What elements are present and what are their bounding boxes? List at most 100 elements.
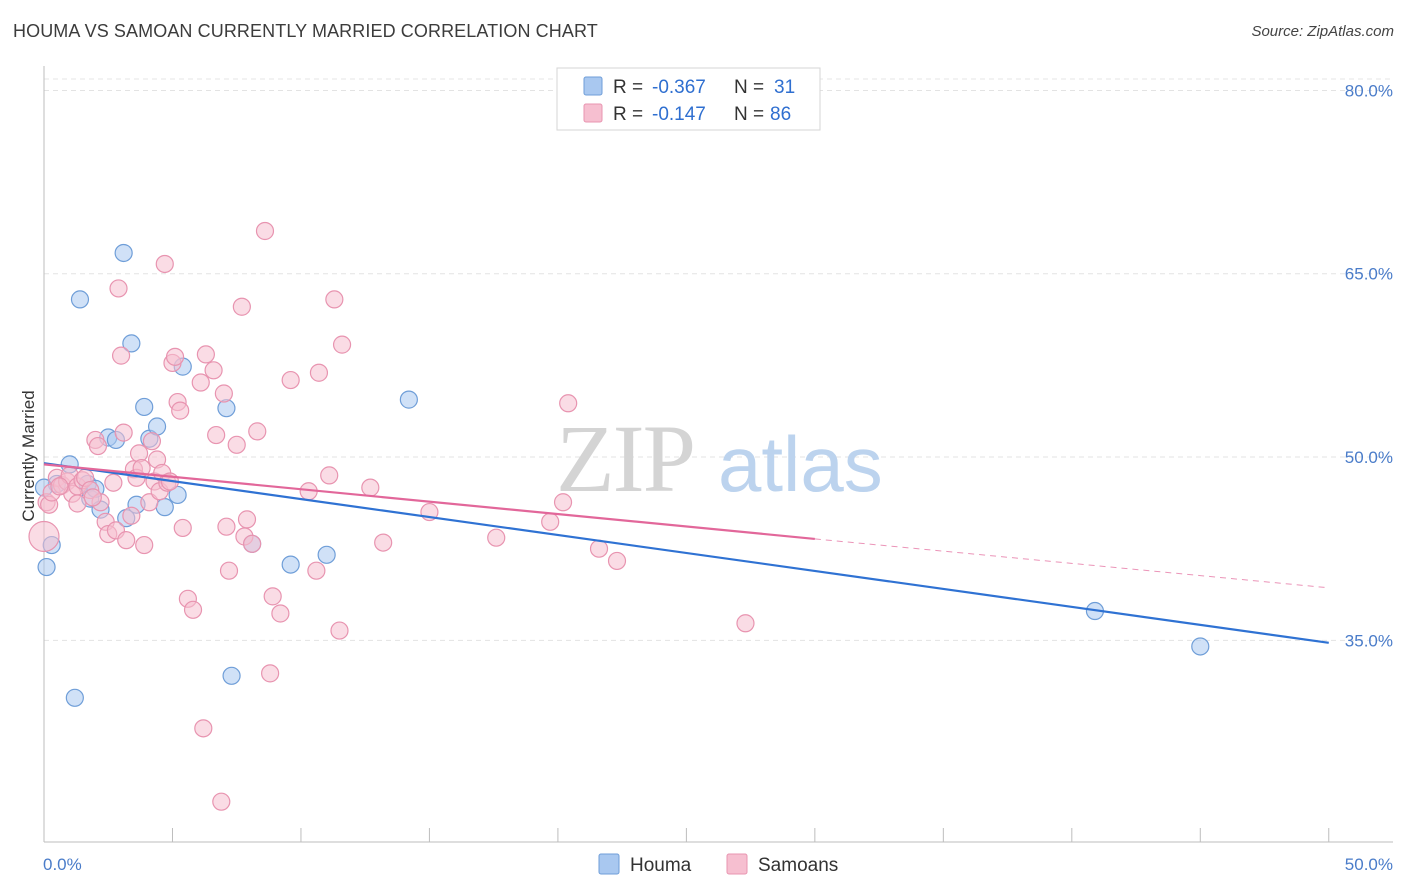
houma-point xyxy=(65,688,84,707)
samoans-point xyxy=(553,493,573,512)
legend-houma-n-value: 31 xyxy=(774,77,795,98)
samoans-point xyxy=(207,425,226,445)
grid-lines xyxy=(44,78,1393,641)
houma-point xyxy=(135,397,154,417)
houma-point xyxy=(37,557,56,577)
samoans-point xyxy=(237,510,257,529)
samoans-point xyxy=(248,422,267,441)
samoans-point xyxy=(487,528,506,547)
samoans-point xyxy=(255,221,275,241)
y-tick-label-65: 65.0% xyxy=(1345,265,1393,284)
samoans-point xyxy=(171,401,190,420)
legend-samoans-n-label: N = xyxy=(734,104,764,125)
samoans-point xyxy=(320,466,339,485)
samoans-point xyxy=(541,512,560,531)
samoans-point xyxy=(219,561,239,580)
chart-title: HOUMA VS SAMOAN CURRENTLY MARRIED CORREL… xyxy=(13,21,598,41)
samoans-point xyxy=(589,539,609,558)
samoans-point xyxy=(117,531,136,550)
legend-houma-n-label: N = xyxy=(734,77,764,98)
samoans-point xyxy=(196,345,215,364)
houma-point xyxy=(1191,637,1210,656)
samoan-points xyxy=(28,221,755,811)
samoans-point xyxy=(122,506,141,525)
bottom-legend-houma-swatch xyxy=(598,853,620,875)
samoans-point xyxy=(194,719,213,738)
houma-point xyxy=(168,485,187,505)
bottom-legend-samoans-swatch xyxy=(726,853,748,875)
samoans-point xyxy=(361,478,380,497)
houma-point xyxy=(222,666,241,685)
samoans-point xyxy=(135,535,154,555)
legend-samoans-r-value: -0.147 xyxy=(652,104,706,125)
samoans-point xyxy=(191,373,210,392)
samoans-point xyxy=(142,432,162,451)
y-tick-label-80: 80.0% xyxy=(1345,81,1393,100)
trend-lines xyxy=(43,462,1329,644)
samoans-point xyxy=(309,363,329,382)
legend-houma-r-label: R = xyxy=(613,77,643,98)
legend-samoans-n-value: 86 xyxy=(770,104,791,125)
samoans-point xyxy=(83,488,102,507)
samoans-point xyxy=(183,600,203,619)
samoans-point xyxy=(165,347,185,366)
samoans-point xyxy=(28,520,60,553)
bottom-legend: Houma Samoans xyxy=(598,853,838,876)
legend-houma-swatch xyxy=(583,76,603,96)
samoans-trend-extension xyxy=(814,538,1329,589)
samoans-point xyxy=(607,551,627,571)
houma-point xyxy=(281,555,300,574)
bottom-legend-houma-label: Houma xyxy=(630,855,692,876)
samoans-point xyxy=(173,518,192,538)
x-tick-min: 0.0% xyxy=(43,855,82,874)
samoans-point xyxy=(227,435,246,454)
houma-point xyxy=(70,290,90,309)
samoans-point xyxy=(243,534,262,553)
samoans-point xyxy=(307,561,326,580)
samoans-point xyxy=(50,477,69,496)
samoans-point xyxy=(68,494,87,513)
samoans-point xyxy=(217,517,236,536)
y-tick-labels: 35.0% 50.0% 65.0% 80.0% xyxy=(1345,81,1393,650)
samoans-point xyxy=(261,664,280,683)
samoans-point xyxy=(736,614,755,633)
samoans-point xyxy=(109,279,128,298)
legend-houma-r-value: -0.367 xyxy=(652,77,706,98)
samoans-point xyxy=(330,621,349,640)
samoans-point xyxy=(204,361,223,380)
bottom-legend-samoans-label: Samoans xyxy=(758,855,838,876)
samoans-point xyxy=(214,384,233,403)
houma-point xyxy=(155,498,174,517)
samoans-trend-line xyxy=(43,463,815,541)
axes xyxy=(43,66,1393,843)
legend-samoans-r-label: R = xyxy=(613,104,643,125)
y-tick-label-35: 35.0% xyxy=(1345,631,1393,650)
samoans-point xyxy=(263,587,282,606)
samoans-point xyxy=(88,436,108,456)
legend: R = -0.367 N = 31 R = -0.147 N = 86 xyxy=(556,67,821,131)
chart-source: Source: ZipAtlas.com xyxy=(1251,23,1394,40)
samoans-point xyxy=(114,423,133,442)
houma-point xyxy=(122,334,141,353)
x-tick-max: 50.0% xyxy=(1345,855,1393,874)
samoans-point xyxy=(155,254,174,274)
samoans-point xyxy=(559,394,578,413)
houma-point xyxy=(114,243,133,263)
samoans-point xyxy=(374,533,393,552)
legend-samoans-swatch xyxy=(583,103,603,123)
samoans-point xyxy=(271,604,290,623)
samoans-point xyxy=(212,792,231,811)
samoans-point xyxy=(281,370,300,390)
y-axis-label: Currently Married xyxy=(19,390,38,521)
y-tick-label-50: 50.0% xyxy=(1345,448,1393,467)
samoans-point xyxy=(104,473,123,492)
watermark-zip: ZIP xyxy=(556,405,694,512)
samoans-point xyxy=(332,335,352,354)
samoans-point xyxy=(325,290,344,309)
houma-trend-line xyxy=(43,462,1329,644)
samoans-point xyxy=(111,346,131,365)
houma-point xyxy=(399,390,418,409)
samoans-point xyxy=(232,297,251,316)
houma-point xyxy=(317,545,336,564)
